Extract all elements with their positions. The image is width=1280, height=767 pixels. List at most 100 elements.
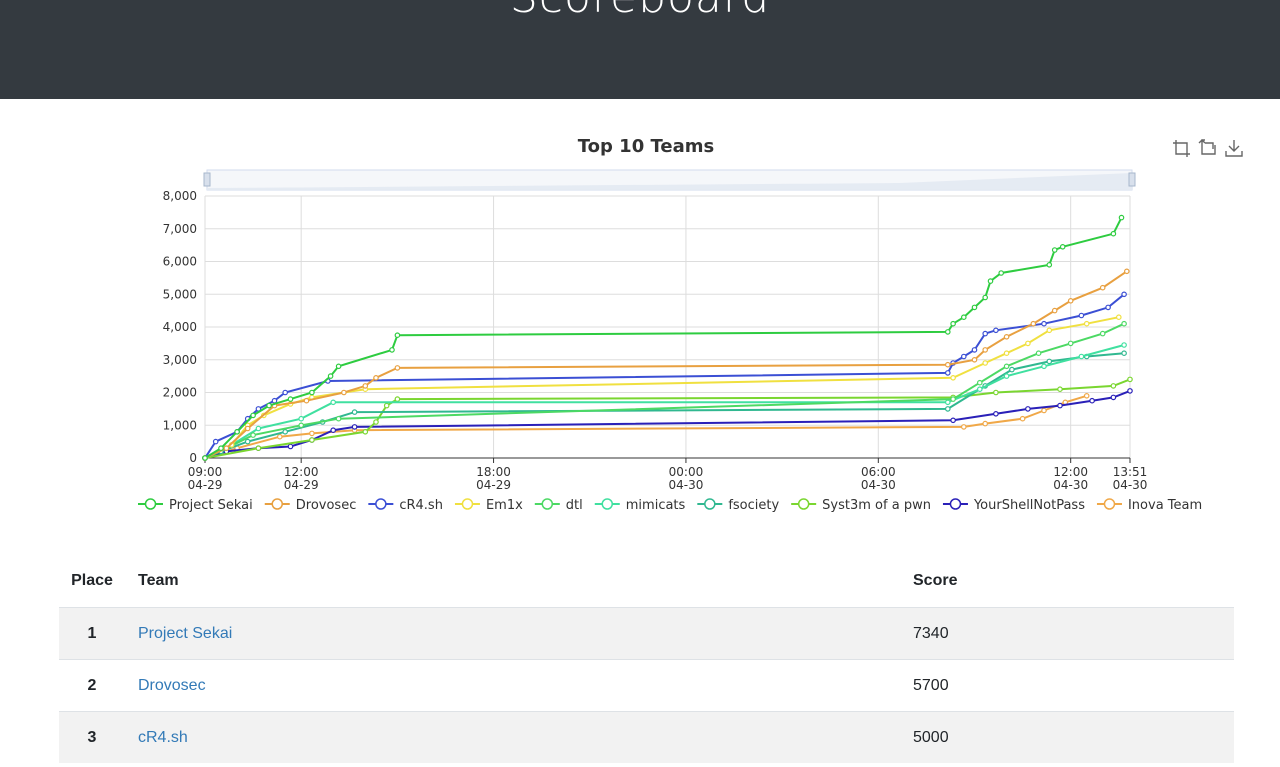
legend-label: Inova Team	[1128, 498, 1202, 513]
row-place: 3	[59, 711, 125, 763]
team-link[interactable]: Project Sekai	[138, 624, 233, 642]
score-chart: Top 10 Teams 0 1,000 2,000 3,000 4,000 5,000 6…	[138, 136, 1202, 513]
data-point	[1057, 402, 1063, 409]
data-point	[287, 396, 294, 402]
y-tick-label: 6,000	[163, 255, 197, 269]
data-point	[287, 443, 294, 450]
data-point	[282, 428, 289, 435]
legend-label: cR4.sh	[399, 498, 443, 513]
data-point	[1121, 350, 1127, 357]
data-point	[1035, 350, 1042, 357]
column-header-team: Team	[125, 555, 913, 608]
legend-item[interactable]: fsociety	[697, 498, 779, 513]
data-point	[982, 330, 989, 337]
column-header-place: Place	[59, 555, 125, 608]
data-point	[950, 396, 956, 402]
x-tick-label: 18:00	[476, 465, 511, 479]
data-point	[971, 356, 978, 363]
data-point	[971, 304, 978, 311]
data-point	[335, 415, 342, 422]
data-point	[271, 397, 278, 404]
legend-marker	[541, 498, 554, 510]
data-point	[266, 402, 272, 409]
legend-label: fsociety	[728, 498, 779, 513]
data-point	[202, 455, 208, 461]
data-point	[1078, 312, 1085, 319]
y-tick-label: 8,000	[163, 189, 197, 203]
legend-item[interactable]: Drovosec	[264, 498, 357, 513]
data-point	[351, 424, 358, 430]
data-point	[373, 419, 379, 425]
data-zoom-slider[interactable]	[203, 169, 1136, 191]
legend-item[interactable]: Em1x	[454, 498, 523, 513]
data-point	[1046, 358, 1053, 365]
data-point	[250, 432, 256, 438]
data-point	[303, 397, 310, 404]
legend-item[interactable]: Project Sekai	[138, 498, 253, 513]
row-score: 5700	[913, 659, 1234, 712]
legend-item[interactable]: dtl	[534, 498, 583, 513]
data-point	[1105, 304, 1111, 311]
chart-legend[interactable]: Project Sekai Drovosec cR4.sh Em1x dtl mimica…	[138, 498, 1202, 513]
zoom-handle-right[interactable]	[1128, 172, 1136, 187]
data-point	[960, 353, 967, 360]
data-point	[298, 422, 305, 429]
legend-label: Project Sekai	[169, 498, 253, 513]
legend-marker	[375, 498, 387, 510]
table-row: 1 Project Sekai 7340	[59, 607, 1234, 660]
data-point	[335, 363, 342, 370]
x-tick-label: 04-29	[476, 478, 511, 492]
zoom-handle-left[interactable]	[203, 172, 211, 187]
data-point	[362, 428, 369, 435]
data-point	[244, 425, 251, 432]
data-point	[234, 428, 240, 435]
data-point	[950, 320, 956, 327]
chart-grid	[204, 195, 1131, 459]
data-point	[223, 445, 230, 452]
team-link[interactable]: cR4.sh	[138, 728, 188, 746]
data-point	[960, 424, 967, 430]
legend-item[interactable]: mimicats	[594, 498, 686, 513]
table-header-row: Place Team Score	[59, 555, 1234, 608]
data-point	[1110, 230, 1117, 237]
team-link[interactable]: Drovosec	[138, 676, 206, 694]
data-point	[250, 412, 256, 419]
data-point	[1121, 342, 1127, 348]
legend-marker	[601, 498, 614, 510]
data-point	[993, 327, 999, 334]
data-point	[1116, 314, 1122, 321]
x-tick-label: 04-29	[188, 478, 223, 492]
data-point	[1051, 307, 1058, 314]
data-point	[1030, 320, 1037, 327]
data-point	[1041, 363, 1047, 370]
y-tick-label: 1,000	[163, 418, 197, 432]
data-point	[1067, 298, 1074, 304]
legend-item[interactable]: cR4.sh	[368, 498, 443, 513]
legend-marker	[461, 498, 474, 510]
legend-item[interactable]: YourShellNotPass	[942, 498, 1085, 513]
data-point	[982, 294, 989, 301]
data-point	[982, 420, 989, 427]
legend-item[interactable]: Syst3m of a pwn	[791, 498, 931, 513]
data-point	[1127, 388, 1133, 394]
table-row: 2 Drovosec 5700	[59, 659, 1234, 712]
data-point	[950, 374, 956, 381]
x-tick-label: 04-30	[1113, 478, 1148, 492]
data-point	[394, 332, 401, 339]
data-point	[1046, 327, 1053, 334]
download-icon[interactable]	[1224, 138, 1244, 158]
row-score: 7340	[913, 607, 1234, 660]
chart-toolbox	[1172, 138, 1244, 160]
zoom-reset-icon[interactable]	[1198, 138, 1218, 158]
data-point	[1003, 350, 1010, 357]
legend-item[interactable]: Inova Team	[1096, 498, 1202, 513]
data-point	[1089, 397, 1095, 404]
zoom-in-icon[interactable]	[1172, 138, 1192, 158]
data-point	[255, 425, 262, 432]
data-point	[1067, 340, 1074, 347]
data-point	[1118, 214, 1125, 221]
x-tick-label: 12:00	[284, 465, 319, 479]
data-point	[309, 430, 315, 437]
data-point	[1051, 247, 1058, 253]
data-point	[276, 433, 283, 440]
